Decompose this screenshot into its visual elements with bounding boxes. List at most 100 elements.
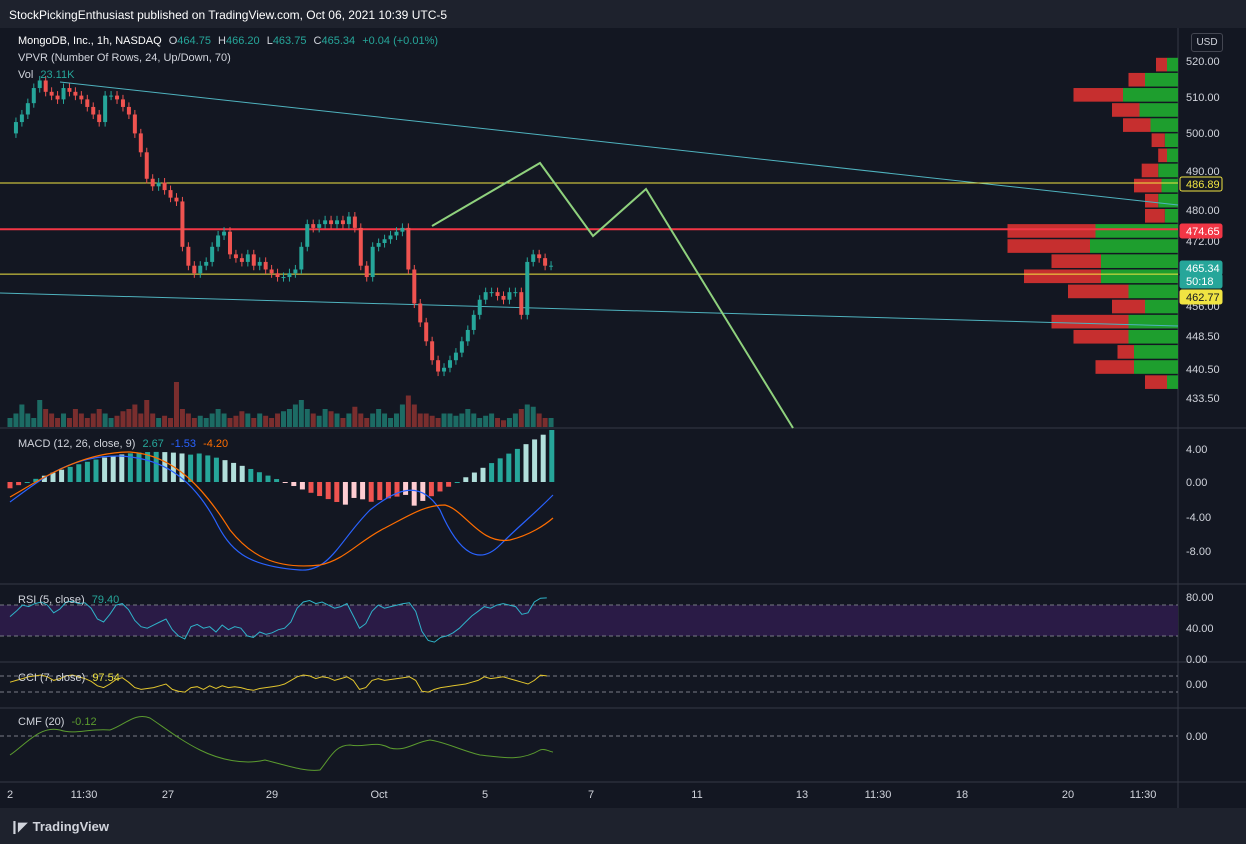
price-tick-label: 500.00 — [1186, 128, 1220, 140]
volume-bar — [156, 418, 162, 427]
macd-signal-value: -4.20 — [203, 438, 229, 450]
volume-bar — [310, 413, 316, 427]
macd-histogram-bar — [437, 482, 443, 492]
time-axis-label: 11 — [691, 789, 702, 801]
candle-body — [465, 329, 470, 342]
time-axis-label: 11:30 — [865, 789, 892, 801]
cmf-line — [9, 716, 554, 771]
price-badge-label: 50:18 — [1186, 276, 1214, 288]
candle-body — [162, 182, 167, 191]
macd-histogram-bar — [222, 460, 228, 482]
volume-bar — [524, 404, 530, 427]
macd-histogram-bar — [179, 453, 185, 482]
volume-bar — [144, 400, 150, 427]
volume-bar — [61, 413, 67, 427]
candle-body — [109, 95, 114, 97]
rsi-axis-label: 80.00 — [1186, 592, 1214, 604]
candle-body — [346, 216, 351, 225]
volume-bar — [465, 409, 471, 427]
vpvr-down-bar — [1024, 269, 1101, 284]
macd-axis-label: -4.00 — [1186, 512, 1211, 524]
vpvr-down-bar — [1123, 118, 1151, 132]
price-tick-label: 520.00 — [1186, 56, 1220, 68]
macd-histogram-bar — [24, 482, 30, 483]
candle-body — [67, 88, 72, 92]
candle-body — [138, 133, 143, 153]
volume-bar — [340, 418, 346, 427]
macd-histogram-bar — [282, 482, 288, 483]
volume-bar — [49, 413, 55, 427]
candle-body — [376, 243, 381, 247]
candle-body — [198, 265, 203, 274]
publish-bar: StockPickingEnthusiast published on Trad… — [0, 0, 1246, 28]
candle-body — [447, 360, 452, 368]
vpvr-down-bar — [1007, 224, 1096, 238]
candle-body — [180, 201, 185, 247]
price-tick-label: 480.00 — [1186, 205, 1220, 217]
vpvr-up-bar — [1134, 360, 1178, 374]
macd-histogram-bar — [93, 459, 99, 482]
currency-button[interactable]: USD — [1191, 33, 1223, 52]
volume-bar — [275, 413, 281, 427]
candle-body — [43, 80, 48, 92]
candle-body — [311, 224, 316, 228]
volume-bar — [251, 418, 257, 427]
volume-bar — [78, 413, 84, 427]
candle-body — [150, 178, 155, 187]
volume-bar — [209, 413, 215, 427]
candle-body — [25, 103, 30, 115]
macd-histogram-bar — [239, 465, 245, 482]
volume-bar — [423, 413, 429, 427]
volume-bar — [179, 409, 185, 427]
cmf-legend: CMF (20) -0.12 — [18, 716, 97, 728]
volume-bar — [138, 413, 144, 427]
macd-hist-value: 2.67 — [142, 438, 164, 450]
time-axis-label: 7 — [588, 789, 594, 801]
macd-signal-line — [9, 451, 554, 567]
macd-histogram-bar — [256, 472, 262, 482]
vpvr-down-bar — [1112, 299, 1145, 314]
volume-bar — [382, 413, 388, 427]
price-badge-label: 486.89 — [1186, 179, 1220, 191]
candle-body — [340, 220, 345, 225]
candle-body — [335, 220, 340, 225]
volume-bar — [281, 411, 286, 427]
macd-histogram-bar — [446, 482, 452, 487]
chart-canvas[interactable]: 520.00510.00500.00490.00480.00472.00456.… — [0, 0, 1246, 808]
macd-histogram-bar — [274, 479, 280, 482]
macd-histogram-bar — [41, 475, 47, 482]
volume-bar — [292, 404, 298, 427]
symbol-name: MongoDB, Inc., 1h, NASDAQ — [18, 35, 162, 47]
candle-body — [103, 95, 108, 123]
candle-body — [305, 224, 310, 247]
candle-body — [126, 106, 131, 115]
volume-bar — [417, 413, 423, 427]
macd-histogram-bar — [231, 462, 237, 482]
volume-bar — [173, 382, 179, 427]
price-badge — [1179, 273, 1223, 289]
macd-histogram-bar — [403, 482, 409, 495]
volume-bar — [530, 406, 536, 427]
candle-body — [120, 99, 125, 107]
vpvr-up-bar — [1167, 148, 1178, 163]
tradingview-logo[interactable]: ❙◤ TradingView — [9, 819, 109, 835]
macd-histogram-bar — [308, 482, 314, 493]
candle-body — [489, 292, 494, 294]
macd-histogram-bar — [360, 482, 366, 500]
cmf-axis-label: 0.00 — [1186, 731, 1207, 743]
volume-bar — [126, 409, 132, 427]
rsi-band — [0, 605, 1178, 636]
candle-body — [97, 114, 102, 123]
time-axis-label: 13 — [796, 789, 808, 801]
vpvr-up-bar — [1123, 88, 1178, 102]
vpvr-up-bar — [1128, 329, 1178, 344]
volume-bar — [334, 413, 340, 427]
vpvr-up-bar — [1128, 314, 1178, 329]
vpvr-up-bar — [1095, 224, 1178, 238]
candle-body — [299, 246, 304, 270]
candle-body — [358, 227, 363, 266]
volume-bar — [429, 415, 435, 427]
candle-body — [245, 254, 250, 262]
candle-body — [73, 91, 78, 96]
candle-body — [400, 227, 405, 232]
